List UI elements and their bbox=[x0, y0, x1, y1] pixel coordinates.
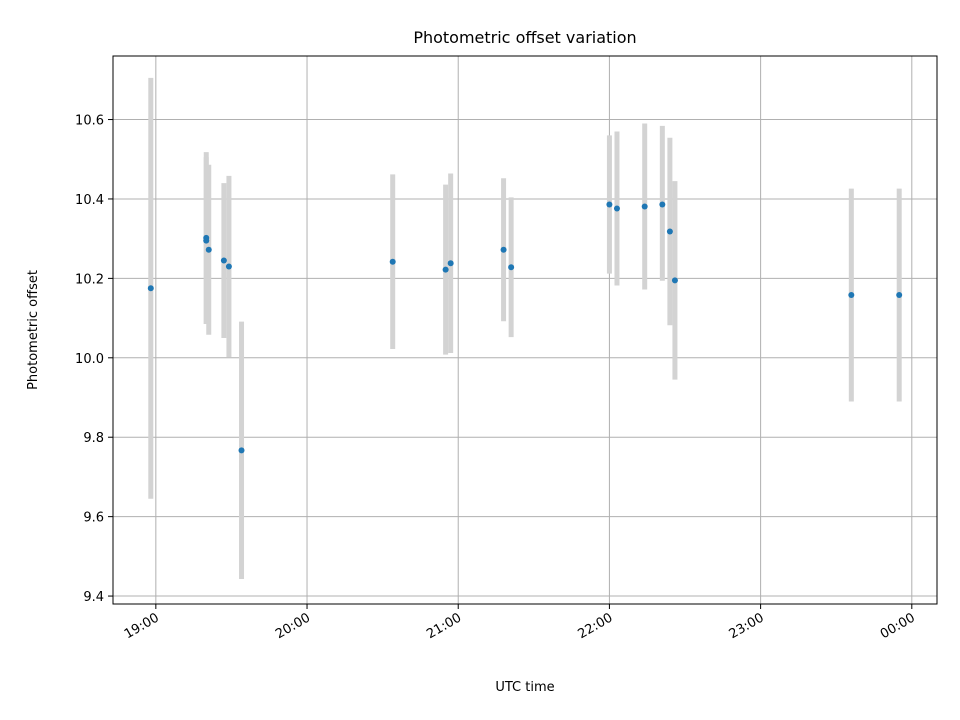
chart-title: Photometric offset variation bbox=[413, 28, 636, 47]
data-point bbox=[613, 205, 620, 212]
data-point bbox=[238, 447, 245, 454]
y-tick-label: 10.4 bbox=[75, 193, 104, 208]
data-point bbox=[442, 266, 449, 273]
x-axis-label: UTC time bbox=[495, 680, 554, 695]
y-ticks: 9.4 9.6 9.8 10.0 10.2 10.4 10.6 bbox=[75, 114, 113, 605]
y-axis-label: Photometric offset bbox=[26, 270, 41, 390]
data-point bbox=[205, 246, 212, 253]
data-point bbox=[666, 228, 673, 235]
data-point bbox=[147, 285, 154, 292]
plot-frame bbox=[112, 55, 938, 605]
data-point bbox=[848, 292, 855, 299]
data-point bbox=[203, 237, 210, 244]
data-point bbox=[641, 203, 648, 210]
data-point bbox=[389, 258, 396, 265]
y-tick-label: 9.6 bbox=[83, 511, 104, 526]
data-point bbox=[659, 201, 666, 208]
y-tick-label: 10.0 bbox=[75, 352, 104, 367]
data-point bbox=[220, 257, 227, 264]
y-tick-label: 9.8 bbox=[83, 431, 104, 446]
data-point bbox=[606, 201, 613, 208]
data-point bbox=[225, 263, 232, 270]
data-point bbox=[447, 260, 454, 267]
grid bbox=[113, 56, 937, 604]
y-tick-label: 10.6 bbox=[75, 114, 104, 129]
data-point bbox=[896, 292, 903, 299]
y-tick-label: 10.2 bbox=[75, 272, 104, 287]
data-point bbox=[671, 277, 678, 284]
y-tick-label: 9.4 bbox=[83, 590, 104, 605]
data-point bbox=[500, 246, 507, 253]
data-point bbox=[508, 264, 515, 271]
data-points bbox=[147, 201, 903, 454]
